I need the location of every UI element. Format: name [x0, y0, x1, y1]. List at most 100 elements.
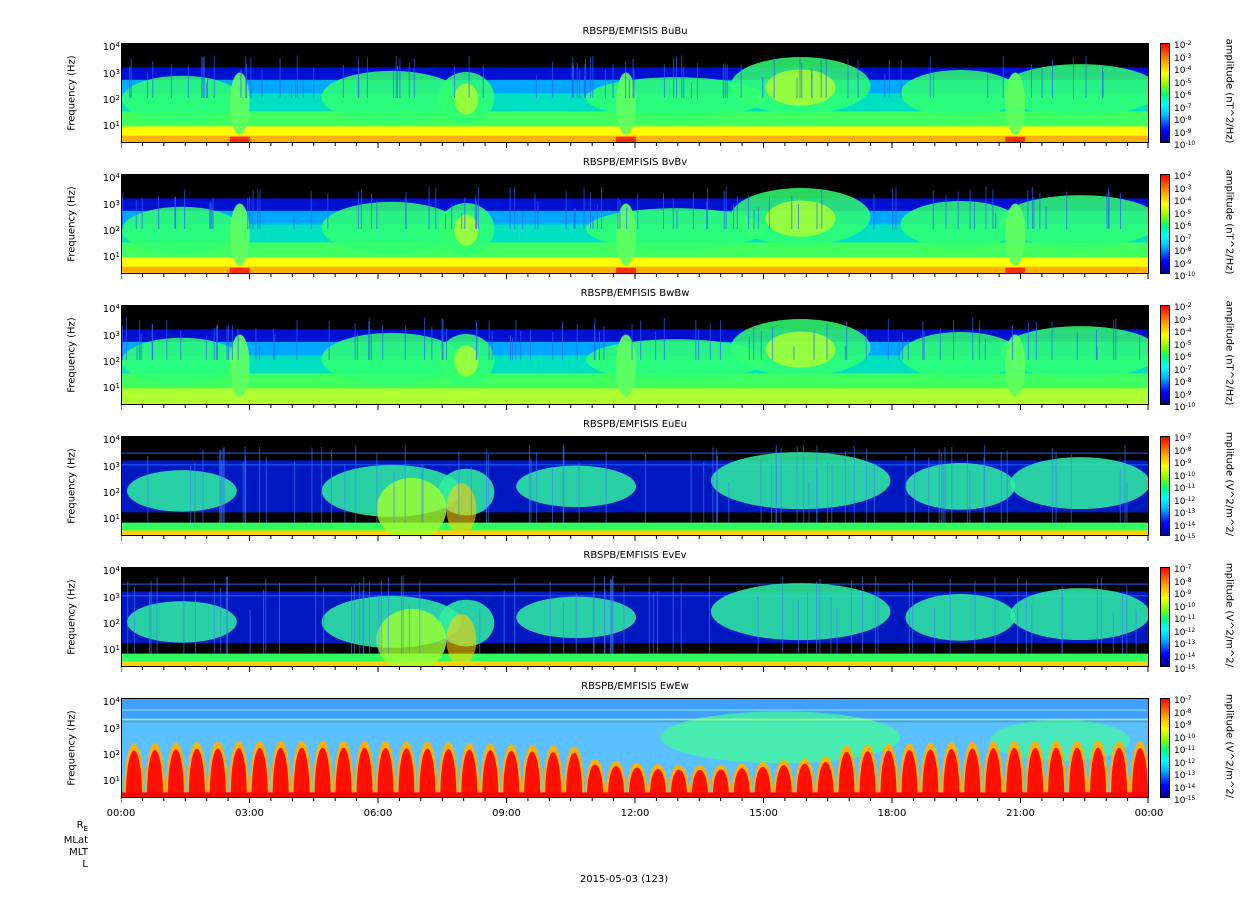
- lobe-core: [503, 750, 520, 797]
- streak: [205, 82, 207, 98]
- streak: [1033, 197, 1035, 229]
- streak: [1115, 318, 1117, 360]
- streak: [900, 59, 902, 98]
- lobe-core: [838, 751, 855, 797]
- x-tick-label: 00:00: [1134, 808, 1164, 819]
- streak: [571, 62, 573, 98]
- streak: [180, 330, 182, 360]
- colorbar-tick-labels: 10-7 10-8 10-9 10-10 10-11 10-12 10-13 10-14 10-…: [1174, 695, 1222, 806]
- y-tick-label: 102: [102, 618, 120, 631]
- x-tick-marks: [121, 274, 1149, 279]
- streak: [652, 592, 654, 654]
- streak: [363, 576, 365, 654]
- y-tick-label: 103: [102, 722, 120, 735]
- streak: [136, 344, 138, 360]
- colorbar-tick-labels: 10-2 10-3 10-4 10-5 10-6 10-7 10-8 10-9 10-10: [1174, 40, 1222, 151]
- streak: [987, 73, 989, 98]
- hiss-hump: [905, 594, 1016, 641]
- streak: [549, 582, 551, 654]
- panel-title: RBSPB/EMFISIS BuBu: [582, 26, 688, 37]
- streak: [1096, 347, 1098, 360]
- colorbar-tick-label: 10-12: [1174, 626, 1196, 638]
- streak: [712, 447, 714, 523]
- streak: [994, 576, 996, 654]
- streak: [676, 210, 678, 229]
- streak: [1051, 447, 1053, 523]
- spectrogram-image: [122, 55, 1148, 142]
- ephemeris-mlat: MLat: [63, 835, 88, 846]
- streak: [503, 589, 505, 654]
- streak: [760, 331, 762, 360]
- streak: [748, 336, 750, 360]
- streak: [475, 195, 477, 229]
- colorbar-tick-label: 10-9: [1174, 589, 1192, 600]
- colorbar-tick-label: 10-4: [1174, 65, 1192, 76]
- streak: [836, 608, 838, 654]
- streak: [895, 187, 897, 229]
- streak: [617, 198, 619, 229]
- colorbar-tick-label: 10-15: [1174, 664, 1196, 675]
- lobe-core: [964, 748, 981, 797]
- spectrogram-plot: [121, 436, 1149, 536]
- streak: [263, 589, 265, 654]
- streak: [357, 191, 359, 229]
- y-tick-label: 101: [102, 775, 120, 788]
- lobe-core: [649, 768, 666, 797]
- y-tick-label: 101: [102, 382, 120, 395]
- streak: [227, 325, 229, 360]
- streak: [972, 317, 974, 360]
- streak: [675, 56, 677, 98]
- streak: [771, 464, 773, 523]
- lobe-core: [524, 751, 541, 797]
- streak: [355, 445, 357, 523]
- y-tick-label: 102: [102, 225, 120, 238]
- streak: [184, 189, 186, 229]
- x-tick-label: 18:00: [877, 808, 907, 819]
- streak: [175, 196, 177, 229]
- streak: [663, 318, 665, 360]
- streak: [366, 56, 368, 98]
- streak: [576, 62, 578, 98]
- streak: [873, 193, 875, 229]
- colorbar-tick-label: 10-15: [1174, 533, 1196, 544]
- streak: [592, 55, 594, 98]
- colorbar: [1160, 43, 1170, 143]
- streak: [957, 191, 959, 229]
- colorbar-tick-label: 10-9: [1174, 389, 1192, 401]
- streak: [245, 63, 247, 98]
- streak: [296, 319, 298, 360]
- lobe-core: [1090, 747, 1107, 797]
- streak: [442, 319, 444, 360]
- streak: [610, 578, 612, 654]
- streak: [1017, 577, 1019, 654]
- streak: [149, 591, 151, 654]
- streak: [944, 447, 946, 523]
- colorbar-tick-labels: 10-2 10-3 10-4 10-5 10-6 10-7 10-8 10-9 10-10: [1174, 171, 1222, 282]
- lobe-core: [859, 751, 876, 797]
- streak: [625, 61, 627, 98]
- streak: [796, 445, 798, 523]
- ephemeris-labels: RE MLat MLT L: [64, 820, 88, 871]
- streak: [933, 73, 935, 98]
- streak: [576, 323, 578, 360]
- streak: [152, 60, 154, 98]
- perigee-spike: [616, 203, 636, 266]
- streak: [476, 321, 478, 360]
- streak: [623, 584, 625, 654]
- streak: [127, 581, 129, 654]
- streak: [706, 187, 708, 229]
- colorbar-tick-label: 10-6: [1174, 352, 1192, 363]
- streak: [604, 588, 606, 654]
- streak: [327, 193, 329, 229]
- streak: [726, 64, 728, 98]
- streak: [220, 587, 222, 654]
- streak: [984, 444, 986, 523]
- streak: [939, 328, 941, 360]
- streak: [1124, 444, 1126, 523]
- hiss-hump: [122, 75, 242, 123]
- streak: [344, 464, 346, 523]
- streak: [219, 450, 221, 523]
- streak: [328, 320, 330, 360]
- y-tick-label: 101: [102, 251, 120, 264]
- streak: [709, 322, 711, 360]
